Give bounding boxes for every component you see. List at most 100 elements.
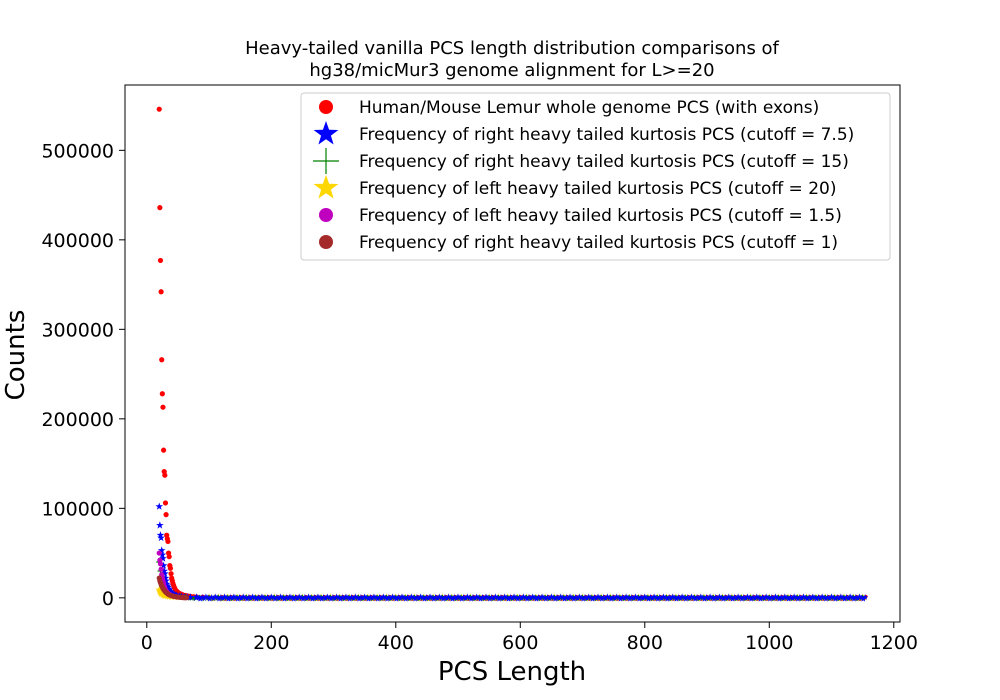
data-point	[159, 561, 168, 569]
data-point	[427, 593, 434, 600]
data-point	[155, 585, 163, 593]
data-point	[582, 594, 589, 600]
data-point	[322, 595, 329, 601]
data-point	[707, 593, 714, 600]
data-point	[214, 594, 221, 601]
data-point	[382, 594, 389, 601]
data-point	[550, 594, 557, 601]
x-tick-label: 200	[253, 632, 289, 654]
data-point	[791, 593, 798, 600]
data-point	[606, 594, 613, 601]
data-point	[341, 595, 348, 601]
data-point	[363, 594, 370, 601]
data-point	[238, 595, 245, 601]
data-point	[834, 594, 841, 600]
data-point	[660, 593, 667, 600]
data-point	[673, 595, 680, 602]
data-point	[666, 594, 673, 600]
data-point	[456, 594, 463, 601]
data-point	[596, 594, 603, 601]
data-point	[841, 595, 848, 602]
data-point	[245, 594, 252, 600]
data-point	[785, 595, 792, 602]
data-point	[453, 595, 460, 601]
series-layer	[155, 106, 869, 602]
data-point	[503, 594, 510, 601]
data-point	[639, 595, 646, 601]
data-point	[763, 593, 770, 600]
data-point	[697, 593, 704, 600]
data-point	[757, 595, 764, 602]
data-point	[845, 595, 852, 601]
data-point	[186, 593, 195, 601]
data-point	[651, 593, 658, 600]
data-point	[421, 595, 428, 602]
legend-label: Frequency of right heavy tailed kurtosis…	[359, 152, 849, 172]
legend-marker	[313, 148, 339, 174]
data-point	[253, 595, 260, 602]
data-point	[229, 595, 236, 601]
data-point	[682, 595, 689, 602]
y-tick-label: 400000	[41, 230, 114, 252]
data-point	[531, 594, 538, 601]
data-point	[836, 595, 842, 601]
data-point	[619, 594, 626, 600]
data-point	[301, 594, 308, 600]
data-point	[399, 593, 406, 600]
data-point	[783, 594, 790, 601]
data-point	[455, 593, 462, 600]
data-point	[273, 594, 280, 600]
data-point	[587, 594, 594, 601]
data-point	[600, 594, 607, 600]
data-point	[554, 594, 561, 600]
data-point	[537, 595, 544, 601]
y-tick-label: 200000	[41, 409, 114, 431]
data-point	[641, 593, 648, 600]
data-point	[210, 595, 217, 601]
x-tick-label: 400	[378, 632, 414, 654]
data-point	[509, 595, 516, 601]
data-point	[821, 594, 828, 601]
data-point	[264, 594, 271, 600]
data-point	[162, 580, 171, 588]
data-point	[413, 594, 420, 600]
data-point	[328, 595, 335, 602]
legend-marker	[313, 121, 339, 145]
x-tick-label: 1000	[745, 632, 793, 654]
data-point	[540, 594, 547, 601]
data-point	[417, 593, 424, 600]
data-point	[307, 594, 314, 601]
data-point	[852, 594, 859, 600]
data-point	[621, 595, 628, 601]
data-point	[230, 593, 237, 600]
data-point	[372, 594, 379, 601]
data-point	[638, 594, 645, 600]
data-point	[464, 593, 471, 600]
data-point	[324, 593, 331, 600]
data-point	[247, 595, 254, 601]
data-point	[789, 595, 796, 601]
x-tick-label: 1200	[870, 632, 918, 654]
legend-label: Human/Mouse Lemur whole genome PCS (with…	[359, 98, 819, 118]
data-point	[305, 593, 312, 600]
data-point	[202, 593, 209, 600]
data-point	[438, 594, 445, 601]
data-point	[766, 595, 773, 602]
data-point	[632, 593, 639, 600]
data-point	[428, 594, 435, 601]
data-point	[380, 593, 387, 600]
legend-entry: Frequency of right heavy tailed kurtosis…	[313, 121, 854, 145]
data-point	[167, 565, 174, 571]
data-point	[251, 594, 258, 601]
data-point	[303, 595, 310, 601]
data-point	[630, 595, 637, 601]
data-point	[468, 595, 475, 602]
data-point	[718, 594, 725, 601]
data-point	[847, 593, 854, 600]
data-point	[583, 595, 590, 601]
data-point	[688, 593, 695, 600]
data-point	[576, 593, 583, 600]
data-point	[737, 594, 744, 601]
data-point	[565, 595, 572, 601]
